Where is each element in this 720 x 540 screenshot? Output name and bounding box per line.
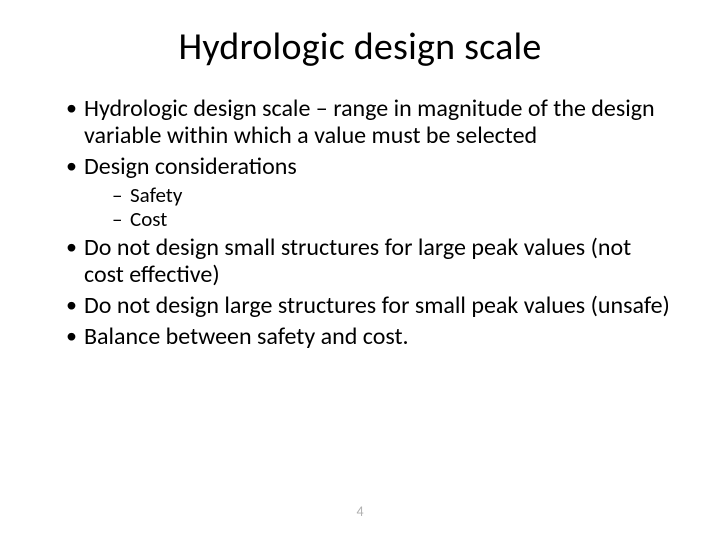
- bullet-item: Balance between safety and cost.: [66, 324, 672, 351]
- bullet-item: Design considerations Safety Cost: [66, 154, 672, 231]
- sub-bullet-list: Safety Cost: [84, 183, 672, 231]
- bullet-item: Do not design large structures for small…: [66, 293, 672, 320]
- bullet-item: Do not design small structures for large…: [66, 235, 672, 289]
- bullet-list: Hydrologic design scale – range in magni…: [48, 96, 672, 350]
- bullet-text: Design considerations: [84, 152, 297, 181]
- bullet-item: Hydrologic design scale – range in magni…: [66, 96, 672, 150]
- sub-bullet-item: Safety: [112, 183, 672, 207]
- slide: Hydrologic design scale Hydrologic desig…: [0, 0, 720, 540]
- sub-bullet-item: Cost: [112, 207, 672, 231]
- slide-title: Hydrologic design scale: [48, 24, 672, 70]
- page-number: 4: [0, 503, 720, 520]
